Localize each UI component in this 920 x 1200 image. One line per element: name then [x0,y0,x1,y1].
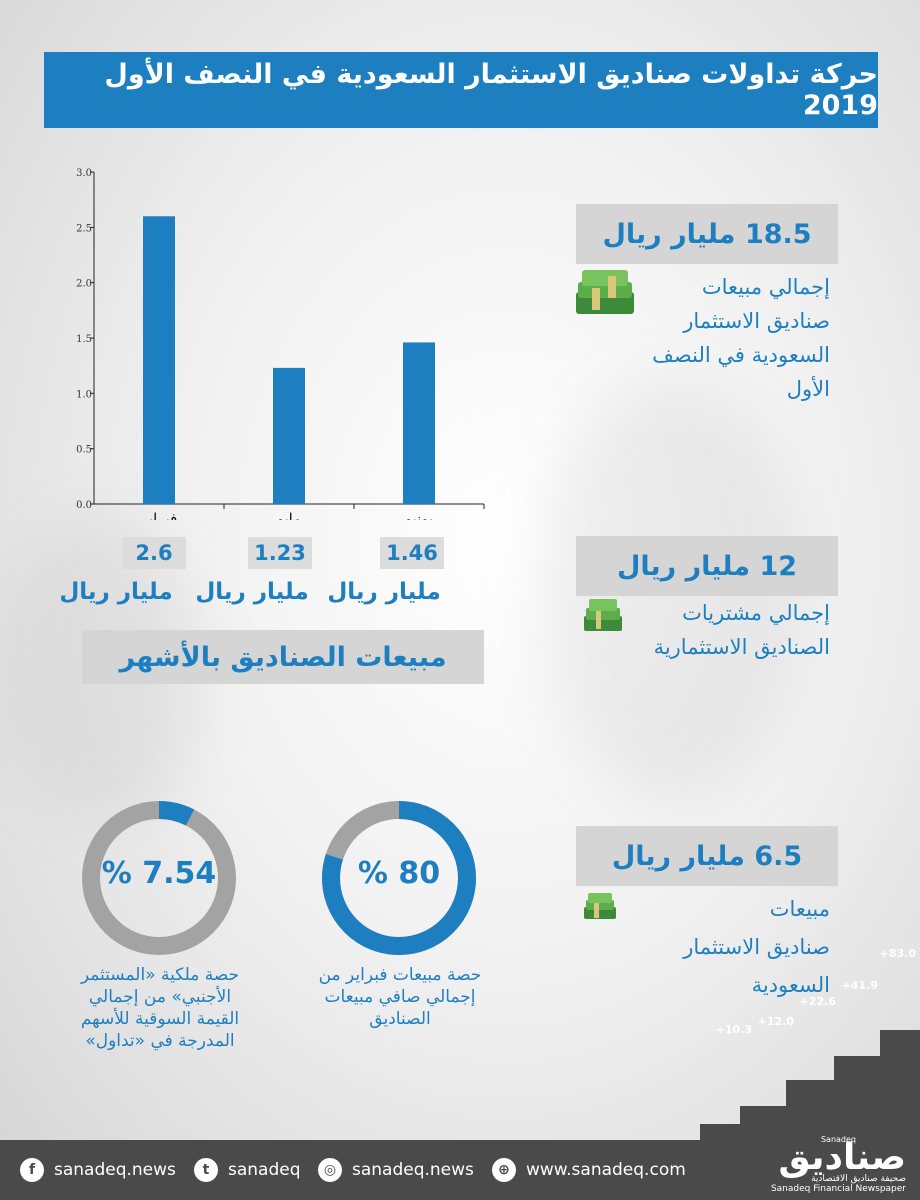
bar [403,342,435,504]
donut-chart-february-share [322,801,476,955]
stat-sales-box: 6.5 مليار ريال [576,826,838,886]
logo-subtitle-en: Sanadeq Financial Newspaper [770,1184,906,1194]
desc-line: الأول [786,377,830,401]
logo-subtitle-ar: صحيفة صناديق الاقتصادية [811,1174,906,1184]
website-url: www.sanadeq.com [526,1160,686,1180]
desc-line: إجمالي صافي مبيعات [324,987,476,1007]
chart-caption-banner: مبيعات الصناديق بالأشهر [82,630,484,684]
stat-total-sales-desc: إجمالي مبيعات صناديق الاستثمار السعودية … [652,270,830,406]
footer-twitter-link[interactable]: t sanadeq [194,1158,301,1182]
globe-icon: ⊕ [492,1158,516,1182]
stat-sales-desc: مبيعات صناديق الاستثمار السعودية [683,890,830,1004]
y-tick-label: 0.5 [76,445,92,456]
desc-line: صناديق الاستثمار [683,309,830,333]
y-tick-label: 0.0 [76,500,92,511]
y-tick-label: 1.5 [76,334,92,345]
donut-chart-foreign-share [82,801,236,955]
desc-line: الصناديق الاستثمارية [653,635,830,659]
logo-wordmark: صناديق [778,1137,906,1178]
desc-line: القيمة السوقية للأسهم [80,1009,240,1029]
bar-value-label: 1.46 [380,537,444,569]
desc-line: مبيعات [769,897,830,921]
step-value: +22.6 [799,995,836,1008]
bar-value-label: 1.23 [248,537,312,569]
step-value: +41.9 [841,979,878,992]
title-banner: حركة تداولات صناديق الاستثمار السعودية ف… [44,52,878,128]
desc-line: إجمالي مشتريات [682,601,830,625]
donut-desc: حصة مبيعات فبراير من إجمالي صافي مبيعات … [292,964,508,1030]
growth-steps-graphic [700,1030,920,1140]
logo-subtitle: صحيفة صناديق الاقتصادية Sanadeq Financia… [771,1174,906,1194]
money-icon [584,599,622,631]
y-tick-label: 2.5 [76,223,92,234]
step-value: +83.0 [879,947,916,960]
facebook-icon: f [20,1158,44,1182]
donut-arc [82,801,236,955]
stat-purchases-desc: إجمالي مشتريات الصناديق الاستثمارية [654,596,830,664]
stat-total-sales-value: 18.5 مليار ريال [602,218,812,250]
step-value: +12.0 [757,1015,794,1028]
page-title: حركة تداولات صناديق الاستثمار السعودية ف… [104,59,878,121]
desc-line: السعودية [751,973,830,997]
instagram-icon: ◎ [318,1158,342,1182]
footer-facebook-link[interactable]: f sanadeq.news [20,1158,176,1182]
money-icon [584,893,616,919]
y-tick-label: 3.0 [76,168,92,179]
chart-caption: مبيعات الصناديق بالأشهر [119,641,447,673]
bar-value-label: 2.6 [122,537,186,569]
donut-value: % 80 [357,856,441,891]
stat-total-sales-box: 18.5 مليار ريال [576,204,838,264]
donut-desc: حصة ملكية «المستثمر الأجنبي» من إجمالي ا… [50,964,270,1052]
y-tick-label: 2.0 [76,279,92,290]
instagram-handle: sanadeq.news [352,1160,474,1180]
footer-website-link[interactable]: ⊕ www.sanadeq.com [492,1158,686,1182]
desc-line: صناديق الاستثمار [683,935,830,959]
footer-instagram-link[interactable]: ◎ sanadeq.news [318,1158,474,1182]
stat-sales-value: 6.5 مليار ريال [611,840,803,872]
desc-line: حصة مبيعات فبراير من [318,965,482,985]
desc-line: إجمالي مبيعات [701,275,830,299]
desc-line: الأجنبي» من إجمالي [88,987,232,1007]
twitter-icon: t [194,1158,218,1182]
bar-unit-label: مليار ريال [59,579,173,605]
stat-purchases-box: 12 مليار ريال [576,536,838,596]
donut-arc [322,801,476,955]
footer-bar: f sanadeq.news t sanadeq ◎ sanadeq.news … [0,1135,920,1200]
stat-purchases-value: 12 مليار ريال [616,550,798,582]
bar [273,367,305,504]
facebook-handle: sanadeq.news [54,1160,176,1180]
donut-value: % 7.54 [101,856,217,891]
logo-en-top: Sanadeq [820,1135,856,1144]
twitter-handle: sanadeq [228,1160,301,1180]
x-tick-label: يونيو [404,510,433,520]
desc-line: المدرجة في «تداول» [85,1031,235,1051]
desc-line: حصة ملكية «المستثمر [80,965,240,985]
bar-chart: 0.0 0.5 1.0 1.5 2.0 2.5 3.0 فبراير مايو يونيو [76,168,485,520]
bar [143,216,175,504]
bar-unit-label: مليار ريال [195,579,309,605]
money-icon [576,270,634,314]
y-tick-label: 1.0 [76,389,92,400]
desc-line: الصناديق [369,1009,431,1029]
step-value: +10.3 [715,1023,752,1036]
x-tick-label: فبراير [140,510,178,520]
desc-line: السعودية في النصف [652,343,830,367]
bar-unit-label: مليار ريال [327,579,441,605]
x-tick-label: مايو [276,510,302,520]
